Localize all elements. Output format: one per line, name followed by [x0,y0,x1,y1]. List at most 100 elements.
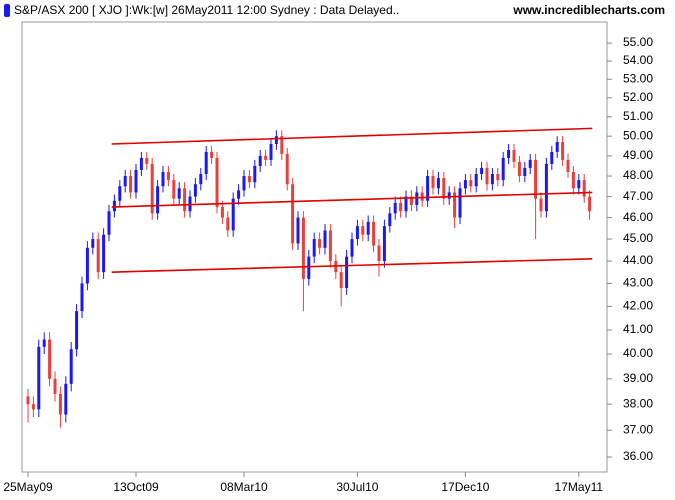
x-tick-label: 17May11 [555,480,604,494]
candle-body [436,178,440,189]
candle-body [501,157,505,181]
trend-line [111,191,593,208]
y-tick-label: 51.00 [623,109,653,123]
candle-body [582,180,586,197]
candle-body [534,159,538,199]
candle-body [463,180,467,189]
candle-body [415,192,419,205]
candle-body [96,239,100,273]
candle-body [199,173,203,185]
candle-body [361,226,365,235]
icon [4,4,10,17]
candle-body [350,239,354,257]
candle-body [485,167,489,185]
candle-body [550,151,554,164]
candle-body [161,171,165,187]
candle-body [177,188,181,199]
candle-body [85,247,89,284]
y-tick-label: 46.00 [623,210,653,224]
candle-body [517,161,521,177]
candle-body [58,393,62,415]
candle-body [323,230,327,248]
candle-body [210,151,214,158]
y-tick-label: 55.00 [623,35,653,49]
candle-body [366,221,370,235]
y-tick-label: 48.00 [623,168,653,182]
candle-body [566,159,570,172]
candle-body [107,211,111,235]
x-tick-label: 17Dec10 [441,480,489,494]
candle-body [118,186,122,201]
candle-body [404,196,408,212]
candle-body [258,155,262,166]
candle-body [220,207,224,218]
candle-body [307,256,311,279]
source: www.incrediblecharts.com [512,3,665,17]
candle-body [166,171,170,181]
candle-body [528,159,532,168]
candle-body [64,383,68,415]
candle-body [193,184,197,197]
candle-body [26,396,30,405]
candle-body [328,230,332,261]
candle-body [382,226,386,261]
trend-line [111,127,593,145]
y-tick-label: 40.00 [623,346,653,360]
candle-body [544,163,548,212]
candle-body [512,149,516,162]
candle-body [399,202,403,212]
candle-body [312,239,316,257]
y-tick-label: 53.00 [623,71,653,85]
candle-body [264,155,268,160]
candle-body [355,226,359,240]
candle-body [507,149,511,158]
candle-body [561,142,565,160]
candle-body [285,153,289,185]
candle-body [31,404,35,410]
y-tick-label: 47.00 [623,189,653,203]
y-tick-label: 39.00 [623,371,653,385]
candle-body [291,184,295,244]
y-tick-label: 37.00 [623,422,653,436]
candle-body [388,213,392,227]
candle-body [226,217,230,231]
candle-body [204,151,208,174]
candle-body [53,378,57,394]
candle-body [409,196,413,205]
candle-body [442,178,446,199]
candle-body [123,176,127,187]
candle-body [458,188,462,218]
candle-body [75,311,79,350]
x-tick-label: 30Jul10 [336,480,378,494]
y-tick-label: 49.00 [623,148,653,162]
candle-body [377,245,381,261]
candle-body [112,200,116,212]
candle-body [480,167,484,174]
y-tick-label: 36.00 [623,449,653,463]
candle-body [102,234,106,273]
y-tick-label: 41.00 [623,322,653,336]
x-tick-label: 08Mar10 [220,480,268,494]
candle-body [420,192,424,201]
candle-body [318,239,322,248]
candle-body [577,180,581,189]
x-tick-label: 25May09 [3,480,53,494]
candle-body [42,339,46,347]
candle-body [447,192,451,199]
candle-body [231,198,235,231]
candle-body [453,192,457,218]
candle-body [523,167,527,177]
y-tick-label: 43.00 [623,276,653,290]
candle-body [393,202,397,214]
candle-body [183,188,187,212]
candle-body [129,176,133,193]
candle-body [150,163,154,214]
candle-body [474,173,478,187]
trend-line [111,257,593,273]
candle-body [91,239,95,248]
y-tick-label: 52.00 [623,90,653,104]
candle-body [339,272,343,288]
candle-body [588,196,592,212]
candle-body [156,186,160,214]
